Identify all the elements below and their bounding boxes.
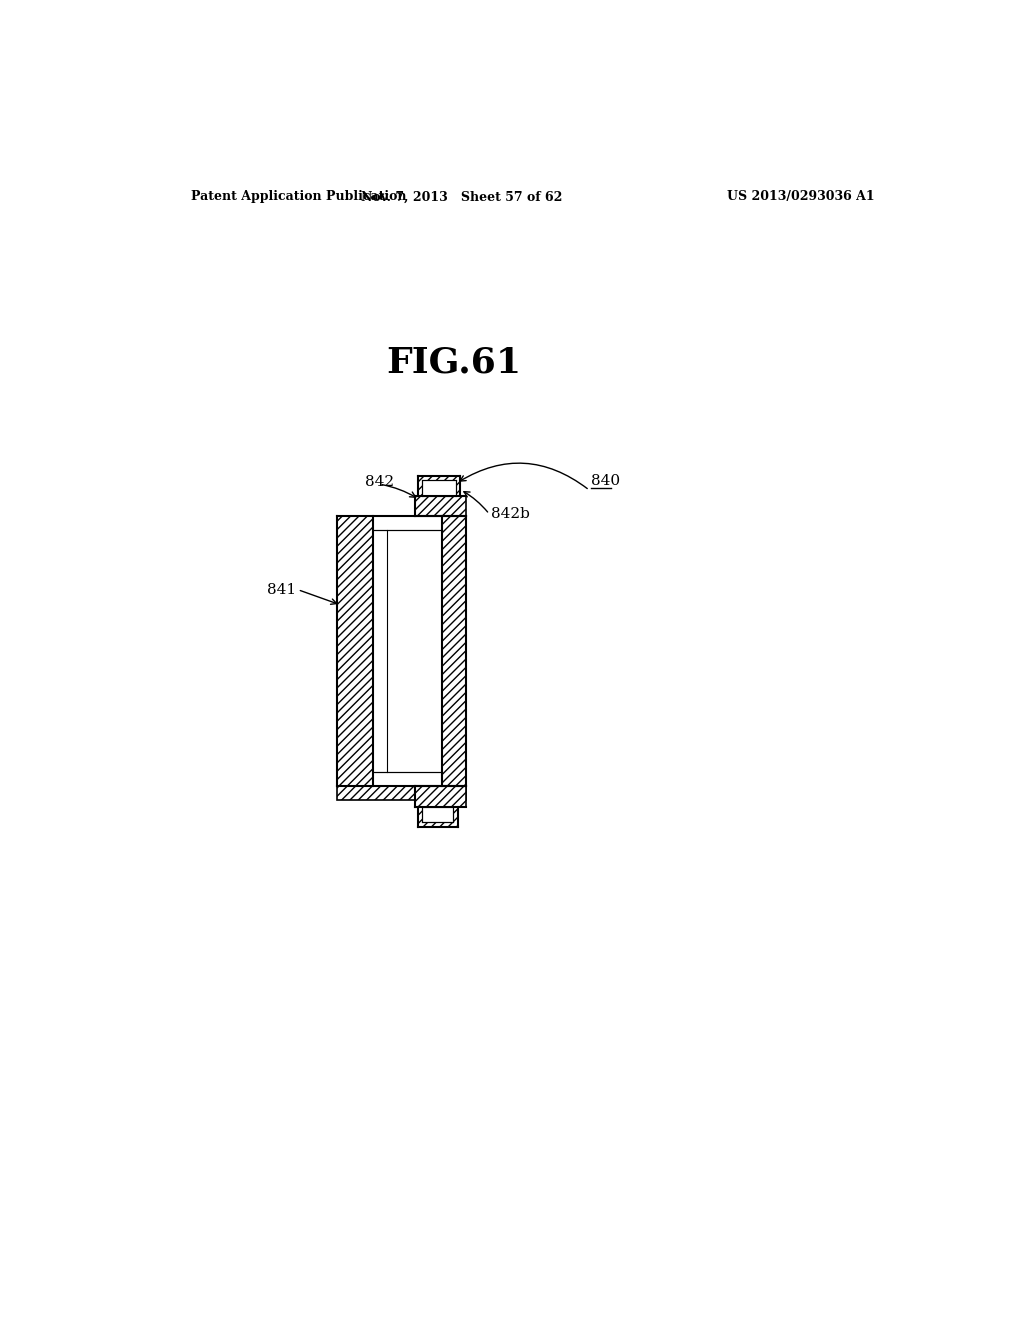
Bar xyxy=(373,516,442,531)
Bar xyxy=(416,785,466,807)
Bar xyxy=(373,516,442,785)
Bar xyxy=(373,772,442,785)
Text: Patent Application Publication: Patent Application Publication xyxy=(190,190,407,203)
Bar xyxy=(418,807,458,826)
Text: Nov. 7, 2013   Sheet 57 of 62: Nov. 7, 2013 Sheet 57 of 62 xyxy=(361,190,562,203)
Text: 842: 842 xyxy=(366,475,394,488)
Bar xyxy=(416,496,466,516)
Bar xyxy=(418,475,460,496)
Bar xyxy=(387,531,441,772)
Bar xyxy=(373,531,387,772)
Text: 840: 840 xyxy=(591,474,621,488)
Bar xyxy=(442,516,466,785)
Bar xyxy=(422,480,456,496)
Bar xyxy=(422,807,454,822)
Text: US 2013/0293036 A1: US 2013/0293036 A1 xyxy=(727,190,874,203)
Text: 841: 841 xyxy=(267,582,296,597)
Bar xyxy=(387,531,442,772)
Bar xyxy=(337,516,373,785)
Bar xyxy=(337,785,466,800)
Text: 842b: 842b xyxy=(490,507,529,521)
Text: FIG.61: FIG.61 xyxy=(386,346,521,379)
